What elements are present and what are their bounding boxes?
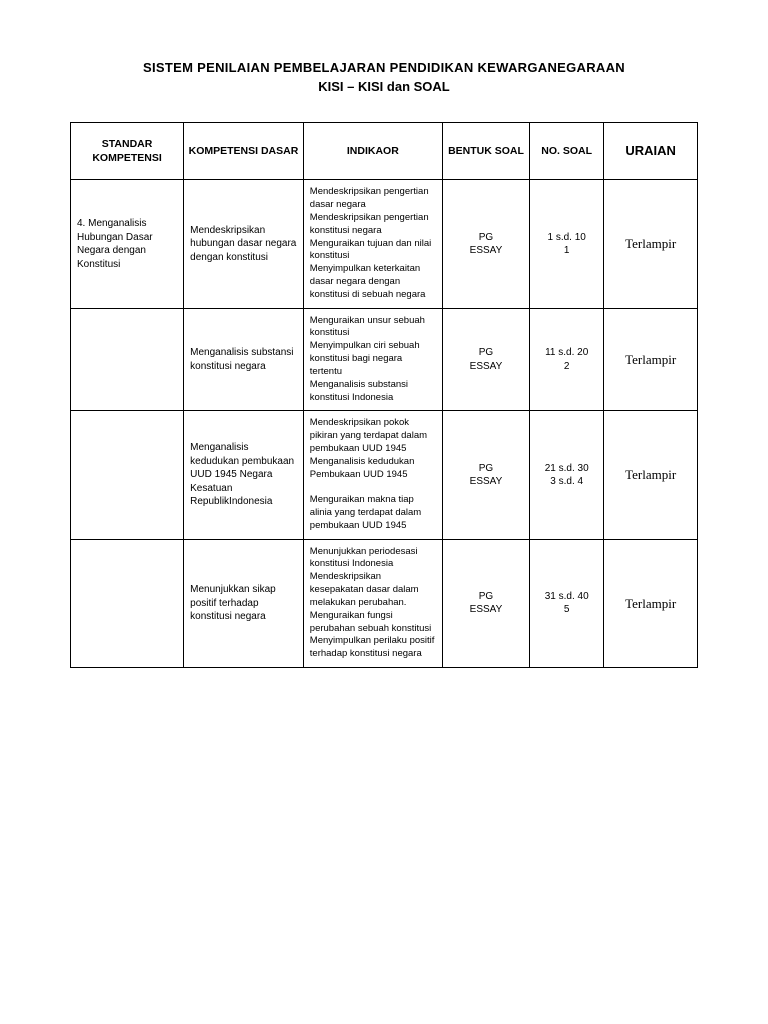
cell-no: 11 s.d. 202: [530, 308, 604, 411]
table-header-row: STANDAR KOMPETENSI KOMPETENSI DASAR INDI…: [71, 123, 698, 180]
cell-uraian: Terlampir: [604, 411, 698, 539]
cell-indikator: Mendeskripsikan pokok pikiran yang terda…: [303, 411, 442, 539]
cell-no: 21 s.d. 303 s.d. 4: [530, 411, 604, 539]
document-title: SISTEM PENILAIAN PEMBELAJARAN PENDIDIKAN…: [70, 60, 698, 94]
header-standar: STANDAR KOMPETENSI: [71, 123, 184, 180]
title-line-2: KISI – KISI dan SOAL: [70, 79, 698, 94]
cell-bentuk: PGESSAY: [442, 308, 529, 411]
cell-no: 1 s.d. 101: [530, 180, 604, 308]
cell-standar: [71, 411, 184, 539]
cell-standar: [71, 539, 184, 667]
cell-indikator: Mendeskripsikan pengertian dasar negaraM…: [303, 180, 442, 308]
cell-kompetensi: Menunjukkan sikap positif terhadap konst…: [184, 539, 304, 667]
title-line-1: SISTEM PENILAIAN PEMBELAJARAN PENDIDIKAN…: [70, 60, 698, 75]
cell-uraian: Terlampir: [604, 308, 698, 411]
header-kompetensi: KOMPETENSI DASAR: [184, 123, 304, 180]
cell-bentuk: PGESSAY: [442, 539, 529, 667]
cell-indikator: Menguraikan unsur sebuah konstitusiMenyi…: [303, 308, 442, 411]
cell-standar: 4. Menganalisis Hubungan Dasar Negara de…: [71, 180, 184, 308]
assessment-table: STANDAR KOMPETENSI KOMPETENSI DASAR INDI…: [70, 122, 698, 668]
cell-kompetensi: Mendeskripsikan hubungan dasar negara de…: [184, 180, 304, 308]
cell-kompetensi: Menganalisis kedudukan pembukaan UUD 194…: [184, 411, 304, 539]
cell-indikator: Menunjukkan periodesasi konstitusi Indon…: [303, 539, 442, 667]
header-indikator: INDIKAOR: [303, 123, 442, 180]
cell-kompetensi: Menganalisis substansi konstitusi negara: [184, 308, 304, 411]
header-uraian: URAIAN: [604, 123, 698, 180]
cell-uraian: Terlampir: [604, 180, 698, 308]
cell-no: 31 s.d. 405: [530, 539, 604, 667]
cell-standar: [71, 308, 184, 411]
header-bentuk: BENTUK SOAL: [442, 123, 529, 180]
table-row: Menganalisis substansi konstitusi negara…: [71, 308, 698, 411]
table-row: 4. Menganalisis Hubungan Dasar Negara de…: [71, 180, 698, 308]
cell-bentuk: PGESSAY: [442, 180, 529, 308]
table-row: Menunjukkan sikap positif terhadap konst…: [71, 539, 698, 667]
cell-bentuk: PGESSAY: [442, 411, 529, 539]
header-no: NO. SOAL: [530, 123, 604, 180]
cell-uraian: Terlampir: [604, 539, 698, 667]
table-row: Menganalisis kedudukan pembukaan UUD 194…: [71, 411, 698, 539]
